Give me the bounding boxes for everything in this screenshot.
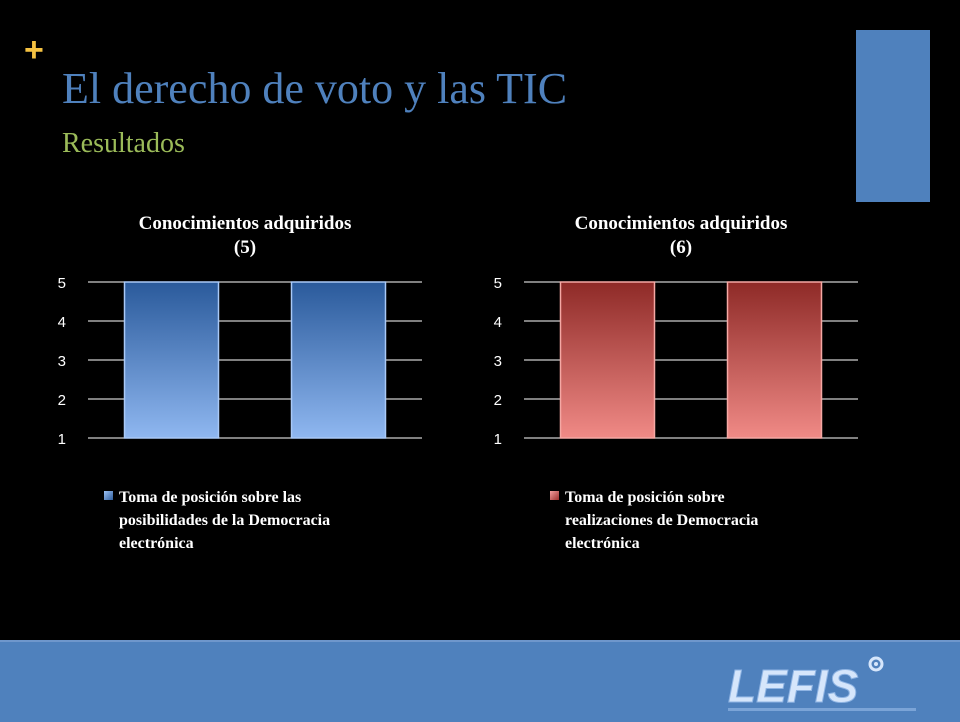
x-tick-label: 1 — [167, 457, 175, 460]
footer-band: LEFIS — [0, 640, 960, 722]
y-tick-label: 4 — [494, 314, 502, 331]
bar — [290, 281, 387, 439]
bar — [123, 281, 220, 439]
plus-icon: + — [24, 31, 44, 69]
y-tick-label: 2 — [494, 392, 502, 409]
accent-bar — [856, 30, 930, 202]
legend-line: realizaciones de Democracia — [565, 512, 759, 529]
bar — [559, 281, 656, 439]
legend-label: Toma de posición sobre las posibilidades… — [119, 486, 330, 555]
logo-text: LEFIS — [728, 660, 859, 712]
y-tick-label: 1 — [58, 431, 66, 448]
legend-label: Toma de posición sobre realizaciones de … — [565, 486, 758, 555]
x-tick-label: 1 — [603, 457, 611, 460]
y-tick-label: 5 — [494, 275, 502, 292]
y-tick-label: 1 — [494, 431, 502, 448]
y-tick-label: 3 — [58, 353, 66, 370]
chart-conocimientos-5: Conocimientos adquiridos (5) 1 2 3 4 5 1 2 Tom… — [30, 200, 460, 580]
legend-key-icon — [104, 491, 113, 500]
x-tick-label: 2 — [334, 457, 342, 460]
legend-line: posibilidades de la Democracia — [119, 512, 331, 529]
bar — [726, 281, 823, 439]
chart-conocimientos-6: Conocimientos adquiridos (6) 1 2 3 4 5 1 2 Tom… — [466, 200, 896, 580]
legend: Toma de posición sobre realizaciones de … — [550, 486, 758, 555]
chart-title: Conocimientos adquiridos (6) — [466, 212, 896, 260]
chart-title: Conocimientos adquiridos (5) — [30, 212, 460, 260]
legend: Toma de posición sobre las posibilidades… — [104, 486, 330, 555]
lefis-logo: LEFIS — [728, 656, 916, 713]
legend-key-icon — [550, 491, 559, 500]
legend-line: electrónica — [119, 535, 194, 552]
y-tick-label: 5 — [58, 275, 66, 292]
bar-chart-svg: 1 2 3 4 5 1 2 — [494, 275, 858, 460]
chart-title-line: Conocimientos adquiridos — [138, 213, 352, 234]
x-tick-label: 2 — [770, 457, 778, 460]
page-title: El derecho de voto y las TIC — [62, 64, 568, 113]
chart-title-line: (6) — [669, 237, 693, 258]
chart-title-line: Conocimientos adquiridos — [574, 213, 788, 234]
y-tick-label: 4 — [58, 314, 66, 331]
page-subtitle: Resultados — [62, 128, 185, 159]
legend-line: electrónica — [565, 535, 640, 552]
y-tick-label: 2 — [58, 392, 66, 409]
bar-chart-svg: 1 2 3 4 5 1 2 — [58, 275, 422, 460]
chart-title-line: (5) — [233, 237, 257, 258]
y-tick-label: 3 — [494, 353, 502, 370]
legend-line: Toma de posición sobre — [565, 489, 725, 506]
legend-line: Toma de posición sobre las — [119, 489, 302, 506]
